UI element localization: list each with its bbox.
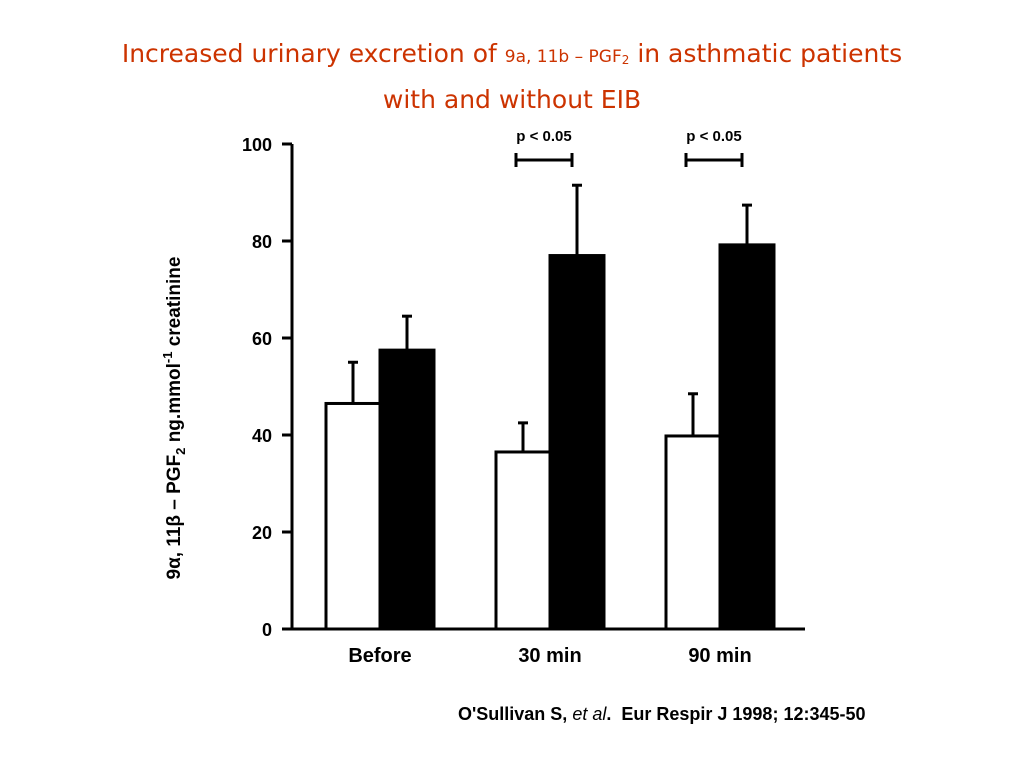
x-tick-label: Before <box>348 645 411 667</box>
title-compound: 9a, 11b – PGF2 <box>504 47 630 67</box>
bar <box>378 348 436 631</box>
error-bars <box>348 183 752 452</box>
bar <box>664 434 722 631</box>
x-tick-label: 90 min <box>688 645 751 667</box>
y-tick-label: 20 <box>252 523 272 543</box>
y-tick-label: 80 <box>252 232 272 252</box>
p-value-label: p < 0.05 <box>686 128 741 145</box>
title-part2: in asthmatic patients <box>629 39 903 68</box>
y-axis-label: 9α, 11β – PGF2 ng.mmol-1 creatinine <box>160 257 188 580</box>
y-tick-label: 100 <box>242 135 272 155</box>
x-tick-label: 30 min <box>518 645 581 667</box>
title-part1: Increased urinary excretion of <box>121 39 505 68</box>
p-value-label: p < 0.05 <box>516 128 571 145</box>
bar <box>324 401 382 631</box>
bar <box>548 254 606 631</box>
y-tick-label: 60 <box>252 329 272 349</box>
citation: O'Sullivan S, et al. Eur Respir J 1998; … <box>458 704 866 724</box>
significance-annotations: p < 0.05 p < 0.05 <box>514 128 744 167</box>
y-ticks: 0 20 40 60 80 100 <box>242 135 292 640</box>
title-line2: with and without EIB <box>382 85 642 114</box>
bar <box>494 450 552 631</box>
chart-title: Increased urinary excretion of 9a, 11b –… <box>0 34 1024 120</box>
bar <box>718 243 776 631</box>
x-tick-labels: Before 30 min 90 min <box>348 645 751 667</box>
y-tick-label: 0 <box>262 620 272 640</box>
citation-journal: Eur Respir J 1998; 12:345-50 <box>611 704 866 724</box>
bars <box>324 243 776 631</box>
citation-etal: et al <box>572 704 607 724</box>
y-tick-label: 40 <box>252 426 272 446</box>
citation-authors: O'Sullivan S, <box>458 704 573 724</box>
